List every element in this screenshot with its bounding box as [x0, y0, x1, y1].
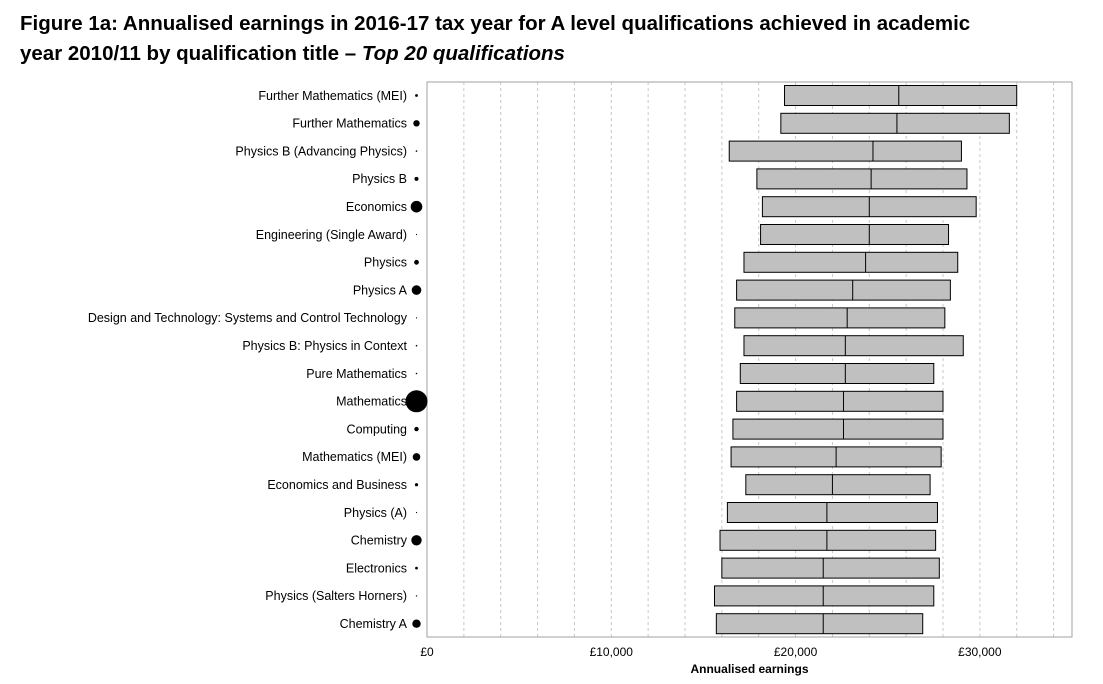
x-axis-ticks: £0 £10,000 £20,000 £30,000 — [420, 645, 1002, 659]
box — [728, 140, 962, 162]
box — [739, 363, 935, 384]
size-marker — [415, 233, 418, 236]
box — [743, 335, 964, 357]
size-marker — [415, 595, 418, 597]
x-tick-label: £30,000 — [958, 645, 1002, 659]
category-label: Pure Mathematics — [306, 367, 407, 381]
size-marker — [414, 426, 419, 432]
category-label: Computing — [347, 422, 407, 436]
chart-title-line-2-italic: Top 20 qualifications — [361, 42, 565, 65]
x-axis-title: Annualised earnings — [690, 662, 808, 676]
box — [743, 251, 959, 273]
x-tick-label: £20,000 — [774, 645, 818, 659]
box — [760, 224, 950, 245]
category-label: Further Mathematics — [292, 117, 407, 131]
x-tick-label: £10,000 — [590, 645, 634, 659]
size-marker — [415, 317, 418, 319]
size-marker — [414, 483, 419, 487]
size-marker — [412, 619, 421, 628]
category-label: Economics — [346, 200, 407, 214]
category-label: Mathematics (MEI) — [302, 450, 407, 464]
size-marker — [414, 259, 419, 265]
box — [715, 613, 924, 635]
x-tick-label: £0 — [420, 645, 434, 659]
category-label: Economics and Business — [267, 478, 407, 492]
category-label: Physics B (Advancing Physics) — [235, 144, 407, 158]
chart-title-line-2-plain: year 2010/11 by qualification title – — [20, 42, 362, 65]
chart-title-line-1: Figure 1a: Annualised earnings in 2016-1… — [20, 12, 971, 35]
category-label: Physics B — [352, 172, 407, 186]
category-label: Physics (Salters Horners) — [265, 589, 407, 603]
category-labels: Further Mathematics (MEI) Further Mathema… — [88, 89, 408, 631]
size-marker — [415, 94, 418, 97]
category-label: Further Mathematics (MEI) — [258, 89, 407, 103]
box — [734, 307, 946, 329]
box — [736, 390, 944, 412]
chart-title: Figure 1a: Annualised earnings in 2016-1… — [20, 9, 1090, 69]
size-marker — [415, 511, 418, 514]
size-marker — [414, 176, 419, 181]
size-marker — [415, 344, 418, 347]
plot-area-frame — [426, 81, 1073, 638]
box — [726, 502, 938, 523]
chart-title-line-2: year 2010/11 by qualification title – To… — [20, 39, 1090, 69]
size-marker — [405, 390, 428, 413]
size-marker — [410, 200, 423, 213]
box — [713, 585, 935, 607]
category-label: Engineering (Single Award) — [256, 228, 407, 242]
size-marker — [415, 372, 418, 375]
size-marker — [411, 535, 422, 546]
box — [745, 474, 931, 496]
size-marker — [415, 150, 418, 152]
box — [736, 279, 951, 301]
category-label: Physics — [364, 256, 407, 270]
size-marker — [413, 120, 420, 127]
category-label: Physics A — [353, 283, 408, 297]
category-label: Design and Technology: Systems and Contr… — [88, 311, 408, 325]
category-label: Electronics — [346, 561, 407, 575]
category-label: Chemistry A — [340, 617, 408, 631]
category-label: Chemistry — [351, 534, 408, 548]
size-markers — [405, 94, 428, 628]
box — [780, 112, 1010, 134]
box — [732, 418, 944, 440]
size-marker — [411, 285, 422, 295]
size-marker — [415, 566, 418, 570]
category-label: Physics (A) — [344, 506, 407, 520]
box — [721, 557, 940, 579]
box — [719, 529, 937, 551]
box — [756, 168, 968, 190]
grid-lines — [463, 82, 1055, 637]
category-label: Mathematics — [336, 395, 407, 409]
box — [784, 85, 1018, 106]
size-marker — [412, 453, 421, 461]
boxes — [713, 85, 1018, 635]
category-label: Physics B: Physics in Context — [242, 339, 407, 353]
